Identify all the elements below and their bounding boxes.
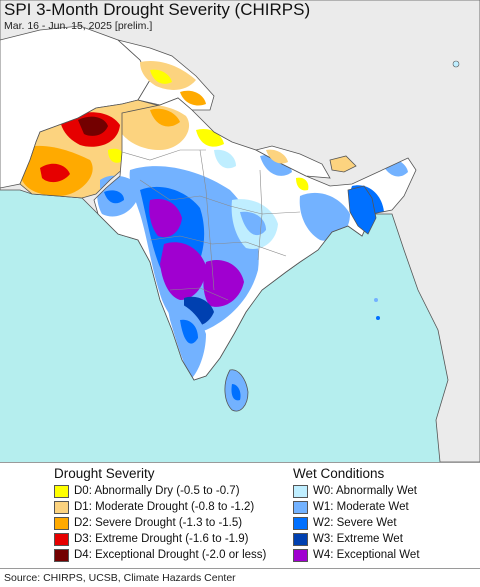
drought-legend-heading: Drought Severity bbox=[54, 466, 155, 481]
swatch-w2 bbox=[293, 516, 308, 530]
legend-label-d0: D0: Abnormally Dry (-0.5 to -0.7) bbox=[74, 485, 240, 497]
swatch-w1 bbox=[293, 500, 308, 514]
map-subtitle: Mar. 16 - Jun. 15, 2025 [prelim.] bbox=[4, 20, 153, 32]
legend-item-d3: D3: Extreme Drought (-1.6 to -1.9) bbox=[54, 531, 266, 547]
drought-legend: Drought Severity D0: Abnormally Dry (-0.… bbox=[54, 463, 266, 563]
map-panel: SPI 3-Month Drought Severity (CHIRPS) Ma… bbox=[0, 0, 480, 462]
legend-label-w1: W1: Moderate Wet bbox=[313, 501, 409, 513]
legend-item-d0: D0: Abnormally Dry (-0.5 to -0.7) bbox=[54, 483, 266, 499]
swatch-d0 bbox=[54, 484, 69, 498]
legend-item-w1: W1: Moderate Wet bbox=[293, 499, 420, 515]
legend-item-d4: D4: Exceptional Drought (-2.0 or less) bbox=[54, 547, 266, 563]
legend-item-w3: W3: Extreme Wet bbox=[293, 531, 420, 547]
lake-feature bbox=[452, 60, 460, 68]
swatch-d1 bbox=[54, 500, 69, 514]
swatch-w3 bbox=[293, 532, 308, 546]
legend-label-d3: D3: Extreme Drought (-1.6 to -1.9) bbox=[74, 533, 249, 545]
wet-legend: Wet Conditions W0: Abnormally Wet W1: Mo… bbox=[293, 463, 420, 563]
drought-map bbox=[0, 0, 480, 462]
map-title: SPI 3-Month Drought Severity (CHIRPS) bbox=[4, 0, 311, 19]
wet-legend-heading: Wet Conditions bbox=[293, 466, 385, 481]
legend-label-w2: W2: Severe Wet bbox=[313, 517, 397, 529]
legend-item-w0: W0: Abnormally Wet bbox=[293, 483, 420, 499]
title-block: SPI 3-Month Drought Severity (CHIRPS) Ma… bbox=[4, 0, 310, 32]
legend-item-d2: D2: Severe Drought (-1.3 to -1.5) bbox=[54, 515, 266, 531]
legend-item-w2: W2: Severe Wet bbox=[293, 515, 420, 531]
legend-label-d4: D4: Exceptional Drought (-2.0 or less) bbox=[74, 549, 267, 561]
source-bar: Source: CHIRPS, UCSB, Climate Hazards Ce… bbox=[0, 568, 480, 587]
legend: Drought Severity D0: Abnormally Dry (-0.… bbox=[0, 462, 480, 569]
legend-label-d1: D1: Moderate Drought (-0.8 to -1.2) bbox=[74, 501, 255, 513]
legend-label-w3: W3: Extreme Wet bbox=[313, 533, 403, 545]
andaman-island bbox=[374, 298, 378, 302]
swatch-d2 bbox=[54, 516, 69, 530]
swatch-w4 bbox=[293, 548, 308, 562]
swatch-d4 bbox=[54, 548, 69, 562]
legend-label-w4: W4: Exceptional Wet bbox=[313, 549, 420, 561]
swatch-d3 bbox=[54, 532, 69, 546]
legend-label-w0: W0: Abnormally Wet bbox=[313, 485, 417, 497]
state-borders bbox=[121, 149, 301, 301]
legend-item-w4: W4: Exceptional Wet bbox=[293, 547, 420, 563]
nicobar-island bbox=[376, 316, 380, 320]
swatch-w0 bbox=[293, 484, 308, 498]
legend-label-d2: D2: Severe Drought (-1.3 to -1.5) bbox=[74, 517, 243, 529]
legend-item-d1: D1: Moderate Drought (-0.8 to -1.2) bbox=[54, 499, 266, 515]
bhutan-region bbox=[329, 155, 357, 173]
bangladesh-region bbox=[347, 185, 377, 235]
source-credit: Source: CHIRPS, UCSB, Climate Hazards Ce… bbox=[4, 572, 236, 584]
